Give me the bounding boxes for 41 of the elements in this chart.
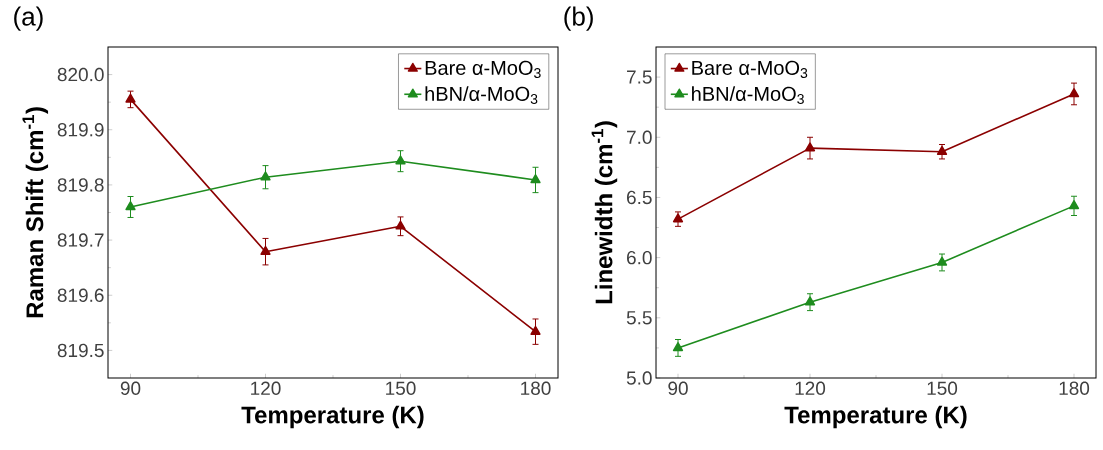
x-tick-label: 180	[1059, 381, 1090, 395]
y-tick-label: 6.0	[627, 250, 652, 265]
y-tick-label: 819.7	[57, 233, 104, 247]
x-tick-label: 120	[795, 381, 826, 395]
point	[1068, 88, 1080, 98]
y-axis-title: Linewidth (cm$^{-1}$)	[591, 121, 618, 304]
point	[804, 142, 816, 152]
point	[1068, 200, 1080, 210]
point	[395, 220, 406, 230]
point	[260, 245, 271, 255]
point	[530, 174, 541, 184]
x-tick-label: 120	[251, 381, 281, 395]
y-tick-label: 819.9	[57, 123, 104, 137]
x-axis-title: Temperature (K)	[241, 405, 424, 429]
x-tick-label: 90	[668, 381, 688, 395]
y-tick-label: 5.5	[626, 311, 652, 325]
x-tick-label: 90	[120, 381, 141, 395]
point	[260, 171, 271, 181]
legend-label: hBN/α-MoO$_{3}$	[692, 86, 804, 105]
y-tick-label: 819.6	[57, 288, 104, 302]
legend-label: hBN/α-MoO$_{3}$	[425, 86, 538, 105]
x-tick-label: 180	[521, 381, 551, 395]
x-tick-label: 150	[927, 381, 958, 395]
y-tick-label: 7.5	[627, 70, 652, 84]
y-tick-label: 5.0	[626, 371, 652, 385]
y-tick-label: 7.0	[627, 130, 652, 144]
point	[395, 155, 406, 165]
chart-title: (a)	[14, 6, 43, 31]
y-axis-title: Raman Shift (cm$^{-1}$)	[22, 107, 49, 318]
legend-label: Bare α-MoO$_{3}$	[425, 60, 541, 79]
y-tick-label: 820.0	[57, 67, 104, 82]
point	[936, 145, 948, 156]
y-tick-label: 819.8	[57, 178, 104, 192]
chart-title: (b)	[564, 6, 593, 31]
point	[530, 325, 541, 335]
x-axis-title: Temperature (K)	[784, 405, 967, 429]
x-tick-label: 150	[386, 381, 416, 395]
legend-label: Bare α-MoO$_{3}$	[692, 60, 808, 79]
y-tick-label: 819.5	[57, 343, 104, 358]
y-tick-label: 6.5	[627, 190, 652, 205]
point	[125, 201, 136, 211]
